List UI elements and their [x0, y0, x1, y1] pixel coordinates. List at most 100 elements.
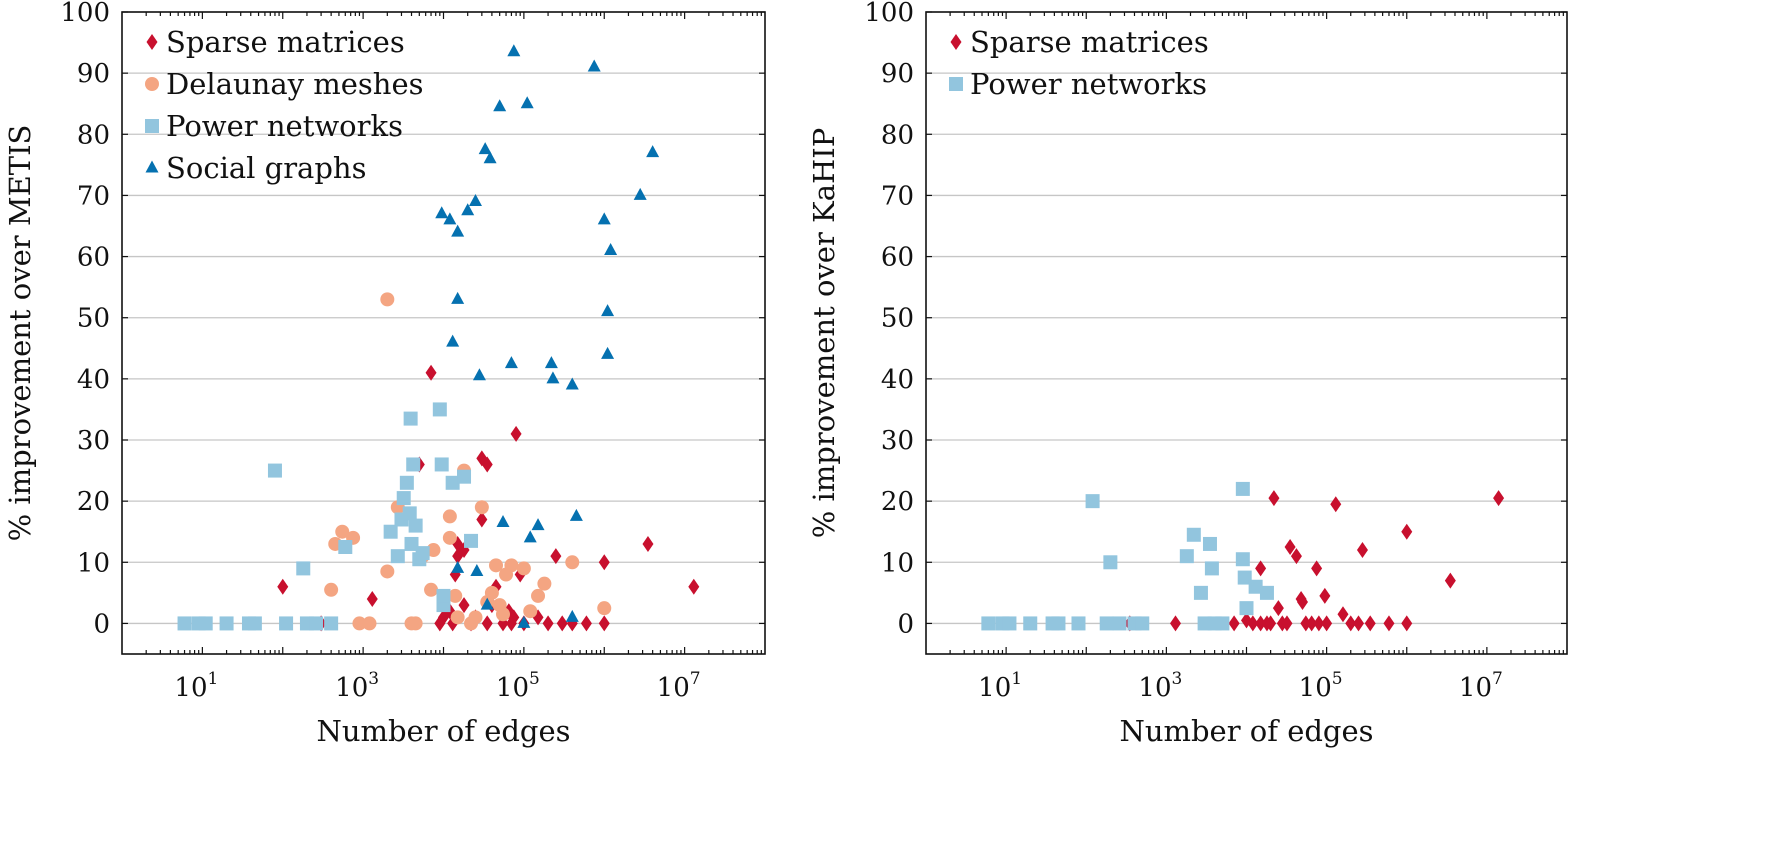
data-point	[436, 588, 451, 603]
data-point	[324, 582, 339, 597]
legend-entry-sparse-matrices: Sparse matrices	[950, 25, 1209, 59]
data-point	[338, 540, 353, 554]
series-social-graphs	[435, 44, 660, 628]
legend-label: Social graphs	[166, 151, 366, 185]
data-point	[267, 463, 282, 478]
data-point	[598, 554, 610, 571]
data-point	[1281, 615, 1293, 632]
data-point	[476, 511, 488, 528]
data-point	[1337, 606, 1349, 623]
data-point	[537, 576, 552, 591]
y-tick-label: 10	[881, 548, 914, 578]
y-tick-label: 40	[881, 365, 914, 395]
legend-entry-sparse-matrices: Sparse matrices	[146, 25, 405, 59]
data-point	[219, 616, 234, 631]
data-point	[981, 616, 996, 631]
y-tick-label: 90	[881, 59, 914, 89]
data-point	[1103, 555, 1118, 570]
data-point	[1135, 616, 1150, 631]
data-point	[531, 588, 546, 603]
data-point	[442, 530, 457, 545]
data-point	[1306, 615, 1318, 632]
data-point	[565, 555, 580, 570]
y-tick-label: 50	[881, 304, 914, 334]
data-point	[404, 536, 419, 551]
data-point	[493, 99, 507, 112]
data-point	[1330, 496, 1342, 513]
data-point	[1085, 494, 1100, 509]
data-point	[531, 518, 545, 531]
legend-marker	[950, 34, 962, 50]
data-point	[399, 475, 414, 490]
data-point	[424, 582, 439, 597]
chart-right-kahip: 0 10 20 30 40 50 60 70 80 90 100 101 103 105 107 Number…	[807, 0, 1568, 748]
legend-entry-social-graphs: Social graphs	[145, 151, 366, 185]
data-point	[504, 356, 518, 369]
data-point	[542, 615, 554, 632]
data-point	[366, 590, 378, 607]
data-point	[396, 491, 411, 506]
data-point	[1444, 572, 1456, 589]
data-point	[451, 224, 465, 237]
data-point	[489, 558, 504, 573]
data-point	[390, 549, 405, 564]
x-tick-label: 105	[1299, 669, 1343, 703]
y-tick-label: 10	[77, 548, 110, 578]
data-point	[1401, 523, 1413, 540]
y-tick-label: 0	[93, 609, 110, 639]
data-point	[544, 356, 558, 369]
y-tick-label: 100	[864, 0, 914, 28]
data-point	[461, 203, 475, 216]
y-tick-label: 90	[77, 59, 110, 89]
data-point	[517, 615, 531, 628]
series-power-networks	[981, 481, 1274, 631]
legend-label: Delaunay meshes	[166, 67, 424, 101]
data-point	[1313, 615, 1325, 632]
data-point	[352, 616, 367, 631]
x-tick-label: 103	[1138, 669, 1182, 703]
y-tick-label: 20	[881, 487, 914, 517]
y-tick-label: 80	[881, 120, 914, 150]
data-point	[1248, 579, 1263, 594]
data-point	[580, 615, 592, 632]
data-point	[443, 212, 457, 225]
data-point	[403, 411, 418, 426]
data-point	[448, 588, 463, 603]
data-point	[451, 560, 465, 573]
data-point	[604, 242, 618, 255]
data-point	[1193, 585, 1208, 600]
data-point	[510, 425, 522, 442]
x-tick-label: 107	[657, 669, 701, 703]
data-point	[1071, 616, 1086, 631]
y-tick-label: 0	[897, 609, 914, 639]
data-point	[1321, 615, 1333, 632]
data-point	[1051, 616, 1066, 631]
data-point	[1290, 548, 1302, 565]
data-point	[425, 364, 437, 381]
data-point	[470, 563, 484, 576]
data-point	[247, 616, 262, 631]
data-point	[1311, 560, 1323, 577]
data-point	[383, 524, 398, 539]
data-point	[296, 561, 311, 576]
data-point	[474, 500, 489, 515]
data-point	[507, 44, 521, 57]
data-point	[198, 616, 213, 631]
data-point	[598, 615, 610, 632]
chart-left-metis: 0 10 20 30 40 50 60 70 80 90 100 101 103 105 107 Number…	[3, 0, 766, 748]
y-tick-label: 30	[77, 426, 110, 456]
legend-label: Sparse matrices	[970, 25, 1209, 59]
data-point	[550, 548, 562, 565]
data-point	[177, 616, 192, 631]
plot-frame	[121, 11, 766, 655]
x-tick-label: 107	[1459, 669, 1503, 703]
data-point	[1112, 616, 1127, 631]
y-tick-label: 20	[77, 487, 110, 517]
data-point	[432, 402, 447, 417]
legend-marker	[146, 34, 158, 50]
data-point	[464, 533, 479, 548]
data-point	[481, 456, 493, 473]
y-axis-label: % improvement over METIS	[3, 125, 37, 542]
data-point	[523, 604, 538, 619]
